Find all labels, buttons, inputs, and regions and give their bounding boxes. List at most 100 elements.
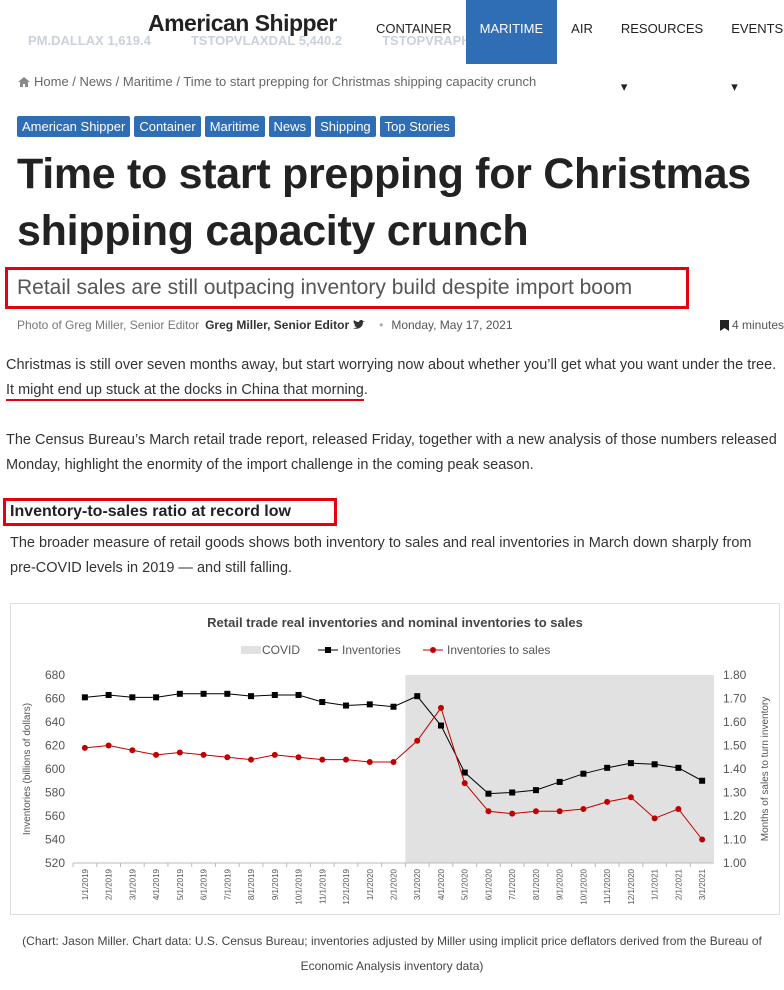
chart: Retail trade real inventories and nomina…: [22, 615, 771, 905]
data-point: [176, 749, 183, 756]
x-tick-label: 7/1/2020: [508, 868, 517, 900]
data-point: [485, 790, 492, 797]
y-tick-label: 600: [45, 762, 65, 776]
y2-tick-label: 1.40: [723, 762, 747, 776]
data-point: [485, 808, 492, 815]
legend-marker: [325, 647, 331, 653]
menu-item[interactable]: CONTAINER: [376, 21, 452, 36]
twitter-icon[interactable]: [353, 320, 366, 330]
x-tick-label: 7/1/2019: [223, 868, 232, 900]
article-title: Time to start prepping for Christmas: [17, 150, 751, 198]
home-icon: [18, 77, 30, 87]
data-point: [248, 693, 255, 700]
shaded-span: [405, 675, 714, 863]
data-point: [627, 794, 634, 801]
logo[interactable]: American Shipper: [148, 10, 337, 36]
data-point: [532, 808, 539, 815]
breadcrumb-link[interactable]: Maritime: [112, 74, 173, 89]
subtitle: Retail sales are still outpacing invento…: [5, 267, 689, 309]
highlighted-text: It might end up stuck at the docks in Ch…: [6, 382, 364, 401]
x-tick-label: 1/1/2019: [81, 868, 90, 900]
data-point: [580, 770, 587, 777]
data-point: [675, 805, 682, 812]
y2-tick-label: 1.60: [723, 715, 747, 729]
data-point: [699, 836, 706, 843]
paragraph: Christmas is still over seven months awa…: [6, 353, 778, 403]
read-time: 4 minutes: [731, 318, 784, 332]
x-tick-label: 5/1/2020: [461, 868, 470, 900]
text: .: [363, 382, 368, 398]
ticker-item[interactable]: PM.DALLAX 1,619.4: [28, 33, 151, 48]
x-tick-label: 1/1/2020: [366, 868, 375, 900]
y2-tick-label: 1.00: [723, 856, 747, 870]
tag[interactable]: Top Stories: [379, 116, 455, 137]
data-point: [414, 693, 421, 700]
y-tick-label: 540: [45, 833, 65, 847]
author-name[interactable]: Greg Miller, Senior Editor: [205, 318, 350, 332]
data-point: [532, 787, 539, 794]
y-tick-label: 620: [45, 739, 65, 753]
tag[interactable]: Container: [134, 116, 201, 137]
text: Christmas is still over seven months awa…: [6, 357, 777, 373]
menu-item[interactable]: AIR: [571, 21, 593, 36]
data-point: [509, 810, 516, 817]
data-point: [200, 690, 207, 697]
x-tick-label: 2/1/2020: [390, 868, 399, 900]
data-point: [81, 694, 88, 701]
bookmark-icon: [719, 319, 729, 331]
menu-item[interactable]: EVENTS ▾: [731, 21, 784, 94]
data-point: [224, 690, 231, 697]
y2-tick-label: 1.80: [723, 668, 747, 682]
data-point: [437, 704, 444, 711]
x-tick-label: 12/1/2020: [627, 868, 636, 904]
data-point: [153, 751, 160, 758]
data-point: [200, 751, 207, 758]
y2-tick-label: 1.20: [723, 809, 747, 823]
data-point: [675, 764, 682, 771]
tag[interactable]: News: [268, 116, 312, 137]
data-point: [509, 789, 516, 796]
data-point: [461, 780, 468, 787]
x-tick-label: 10/1/2019: [295, 868, 304, 904]
data-point: [319, 699, 326, 706]
data-point: [627, 760, 634, 767]
data-point: [271, 691, 278, 698]
data-point: [271, 751, 278, 758]
legend-marker: [430, 647, 436, 653]
article-title: shipping capacity crunch: [17, 207, 529, 255]
data-point: [248, 756, 255, 763]
data-point: [437, 722, 444, 729]
chart-title: Retail trade real inventories and nomina…: [207, 615, 583, 630]
nav-bar: PM.DALLAX 1,619.4 TSTOPVLAXDAL 5,440.2 T…: [0, 0, 784, 94]
data-point: [224, 754, 231, 761]
tag[interactable]: Shipping: [315, 116, 376, 137]
data-point: [81, 744, 88, 751]
legend-label: Inventories to sales: [447, 643, 550, 657]
x-tick-label: 3/1/2020: [413, 868, 422, 900]
x-tick-label: 2/1/2021: [674, 868, 683, 900]
breadcrumb: Home News Maritime Time to start preppin…: [17, 74, 536, 89]
data-point: [414, 737, 421, 744]
x-tick-label: 4/1/2019: [152, 868, 161, 900]
breadcrumb-current: Time to start prepping for Christmas shi…: [173, 74, 536, 89]
y2-axis-title: Months of sales to turn inventory: [760, 697, 771, 842]
legend-label: Inventories: [342, 643, 401, 657]
x-tick-label: 5/1/2019: [176, 868, 185, 900]
data-point: [390, 703, 397, 710]
paragraph: The Census Bureau’s March retail trade r…: [6, 432, 777, 473]
data-point: [366, 758, 373, 765]
menu-item[interactable]: RESOURCES ▾: [620, 21, 704, 94]
y2-tick-label: 1.30: [723, 786, 747, 800]
data-point: [651, 815, 658, 822]
data-point: [699, 777, 706, 784]
x-tick-label: 3/1/2021: [698, 868, 707, 900]
breadcrumb-link[interactable]: Home: [34, 74, 69, 89]
y-tick-label: 580: [45, 786, 65, 800]
breadcrumb-link[interactable]: News: [69, 74, 113, 89]
menu-item[interactable]: MARITIME: [465, 0, 558, 64]
data-point: [343, 756, 350, 763]
tag[interactable]: Maritime: [204, 116, 265, 137]
tag[interactable]: American Shipper: [17, 116, 131, 137]
ticker-item[interactable]: TSTOPVLAXDAL 5,440.2: [190, 33, 343, 48]
